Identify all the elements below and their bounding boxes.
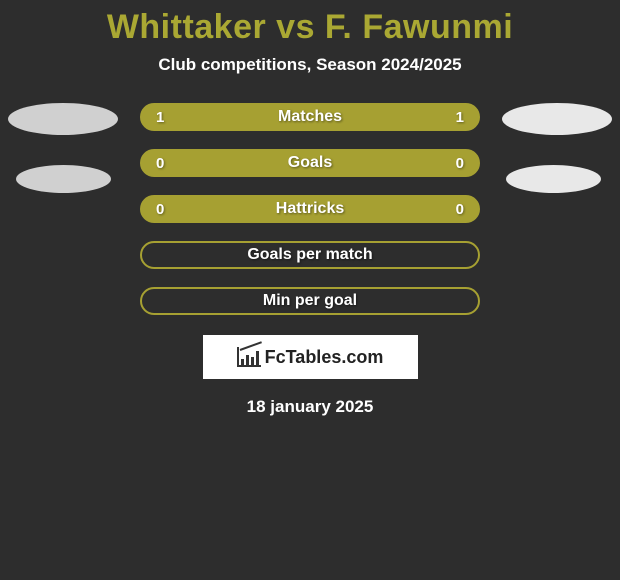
bar-chart-icon-bar xyxy=(251,357,254,365)
stat-label: Goals xyxy=(288,154,332,172)
bar-chart-icon-bar xyxy=(241,359,244,365)
stat-right-value: 1 xyxy=(444,109,464,126)
stats-comparison-card: Whittaker vs F. Fawunmi Club competition… xyxy=(0,0,620,417)
page-title: Whittaker vs F. Fawunmi xyxy=(0,8,620,47)
stat-right-value: 0 xyxy=(444,201,464,218)
bar-chart-icon-bar xyxy=(256,351,259,365)
stat-row-matches: 1 Matches 1 xyxy=(140,103,480,131)
right-player-ellipse-2 xyxy=(506,165,601,193)
bar-chart-icon xyxy=(237,347,261,367)
stat-label: Hattricks xyxy=(276,200,344,218)
stat-label: Min per goal xyxy=(263,292,357,310)
branding-logo[interactable]: FcTables.com xyxy=(203,335,418,379)
stat-bars: 1 Matches 1 0 Goals 0 0 Hattricks 0 Goal… xyxy=(140,103,480,315)
left-player-ellipse-2 xyxy=(16,165,111,193)
page-subtitle: Club competitions, Season 2024/2025 xyxy=(0,55,620,75)
branding-text: FcTables.com xyxy=(265,347,384,368)
right-player-shapes xyxy=(502,103,612,193)
stat-row-hattricks: 0 Hattricks 0 xyxy=(140,195,480,223)
stat-left-value: 0 xyxy=(156,155,176,172)
stat-row-min-per-goal: Min per goal xyxy=(140,287,480,315)
stat-label: Goals per match xyxy=(247,246,372,264)
stat-row-goals-per-match: Goals per match xyxy=(140,241,480,269)
left-player-shapes xyxy=(8,103,118,193)
right-player-ellipse-1 xyxy=(502,103,612,135)
stat-label: Matches xyxy=(278,108,342,126)
stat-left-value: 0 xyxy=(156,201,176,218)
comparison-area: 1 Matches 1 0 Goals 0 0 Hattricks 0 Goal… xyxy=(0,103,620,315)
footer-date: 18 january 2025 xyxy=(0,397,620,417)
left-player-ellipse-1 xyxy=(8,103,118,135)
stat-left-value: 1 xyxy=(156,109,176,126)
stat-right-value: 0 xyxy=(444,155,464,172)
stat-row-goals: 0 Goals 0 xyxy=(140,149,480,177)
bar-chart-icon-bar xyxy=(246,355,249,365)
